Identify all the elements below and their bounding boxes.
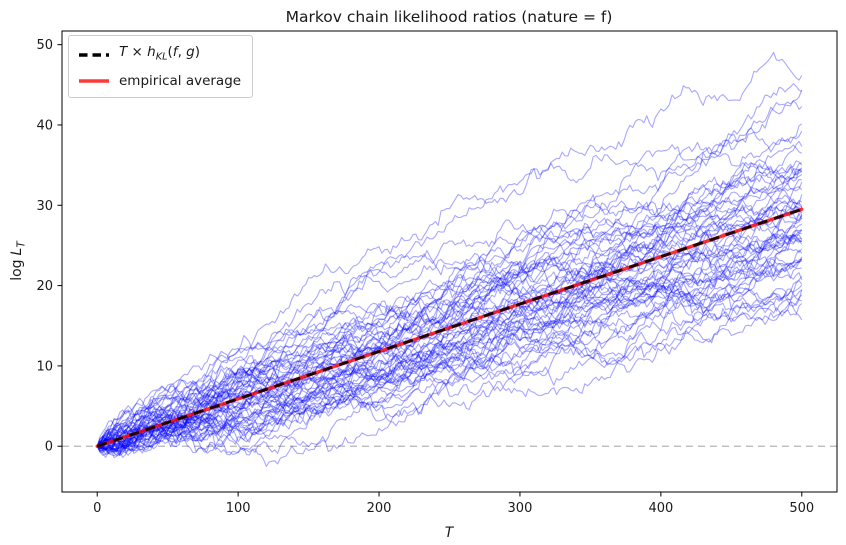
likelihood-path: [97, 159, 802, 453]
likelihood-path: [96, 194, 803, 447]
likelihood-path: [96, 179, 802, 457]
legend-theory-f: f: [172, 44, 178, 60]
legend-theory-T: T: [119, 44, 128, 60]
x-tick-label: 200: [367, 501, 392, 516]
likelihood-path: [96, 229, 802, 449]
likelihood-path: [96, 83, 803, 449]
likelihood-path: [96, 201, 802, 448]
y-tick-label: 20: [36, 279, 53, 294]
legend-item-theory: T × hKL(f, g): [78, 42, 241, 68]
likelihood-path: [96, 233, 803, 447]
legend: T × hKL(f, g) empirical average: [68, 35, 254, 98]
y-tick-label: 40: [36, 118, 53, 133]
likelihood-path: [96, 205, 803, 447]
likelihood-path: [96, 160, 803, 451]
axes-layer: 0 100 200 300 400 500 0 10 20 30 40 50: [36, 30, 838, 516]
x-tick-label: 300: [508, 501, 533, 516]
likelihood-path: [96, 276, 803, 452]
likelihood-path: [96, 280, 803, 448]
likelihood-path: [96, 251, 802, 451]
likelihood-path: [96, 230, 803, 447]
likelihood-path: [97, 127, 803, 452]
x-tick-label: 400: [648, 501, 673, 516]
likelihood-path: [96, 300, 803, 467]
likelihood-path: [96, 294, 803, 457]
likelihood-path: [96, 199, 803, 447]
legend-theory-subscript: KL: [155, 51, 168, 63]
likelihood-path: [96, 200, 803, 447]
likelihood-path: [96, 303, 803, 447]
likelihood-path: [97, 51, 803, 450]
y-axis-label-variable: L: [9, 248, 25, 256]
likelihood-path: [97, 167, 803, 451]
likelihood-path: [96, 229, 803, 447]
x-tick-label: 0: [93, 501, 101, 516]
likelihood-path: [97, 206, 803, 450]
red-line-sample: [79, 78, 109, 83]
legend-theory-comma: ,: [177, 44, 187, 60]
legend-theory-times: ×: [127, 44, 148, 60]
legend-theory-close-paren: ): [194, 44, 201, 60]
likelihood-path: [96, 187, 803, 450]
plot-area: [62, 51, 837, 467]
likelihood-path: [97, 260, 803, 449]
legend-theory-h: h: [147, 44, 156, 60]
likelihood-path: [96, 259, 803, 451]
likelihood-path: [96, 217, 803, 456]
likelihood-path: [97, 288, 803, 458]
y-axis-label-subscript: T: [16, 240, 28, 248]
y-tick-label: 10: [36, 359, 53, 374]
x-tick-label: 100: [226, 501, 251, 516]
x-tick-label: 500: [789, 501, 814, 516]
likelihood-path: [96, 123, 803, 454]
likelihood-path: [96, 234, 803, 452]
likelihood-path: [96, 162, 802, 447]
chart-title: Markov chain likelihood ratios (nature =…: [286, 8, 613, 26]
likelihood-path: [96, 289, 803, 458]
y-tick-label: 30: [36, 199, 53, 214]
likelihood-path: [97, 249, 803, 450]
likelihood-path: [97, 216, 802, 448]
likelihood-path: [96, 239, 802, 447]
likelihood-path: [97, 100, 803, 447]
legend-label-empirical: empirical average: [119, 72, 242, 89]
likelihood-path: [96, 140, 803, 447]
axes-spines: [61, 30, 838, 493]
likelihood-path: [97, 245, 803, 455]
likelihood-path: [96, 166, 803, 453]
legend-theory-open-paren: (: [167, 44, 173, 60]
likelihood-path: [96, 186, 803, 453]
y-tick-label: 50: [36, 38, 53, 53]
y-axis-label-log: log: [9, 259, 25, 280]
likelihood-path: [96, 181, 803, 447]
likelihood-path: [96, 229, 802, 447]
likelihood-path: [97, 256, 803, 448]
likelihood-path: [96, 213, 803, 453]
likelihood-path-ensemble: [96, 51, 803, 467]
likelihood-path: [96, 221, 803, 455]
likelihood-path: [96, 264, 802, 451]
likelihood-path: [96, 271, 803, 456]
legend-theory-g: g: [186, 44, 195, 60]
likelihood-path: [96, 162, 803, 447]
y-tick-label: 0: [45, 440, 53, 455]
likelihood-path: [96, 168, 803, 457]
x-axis-label: T: [445, 525, 455, 541]
likelihood-path: [97, 144, 803, 448]
likelihood-path: [96, 169, 803, 447]
y-axis-label: log LT: [9, 240, 28, 281]
dashed-line-sample: [79, 53, 109, 57]
legend-item-empirical: empirical average: [78, 71, 241, 91]
likelihood-path: [96, 89, 803, 450]
theoretical-kl-line: [96, 207, 803, 448]
likelihood-path: [97, 234, 803, 457]
likelihood-path: [96, 233, 803, 447]
legend-label-theory: T × hKL(f, g): [119, 42, 200, 68]
